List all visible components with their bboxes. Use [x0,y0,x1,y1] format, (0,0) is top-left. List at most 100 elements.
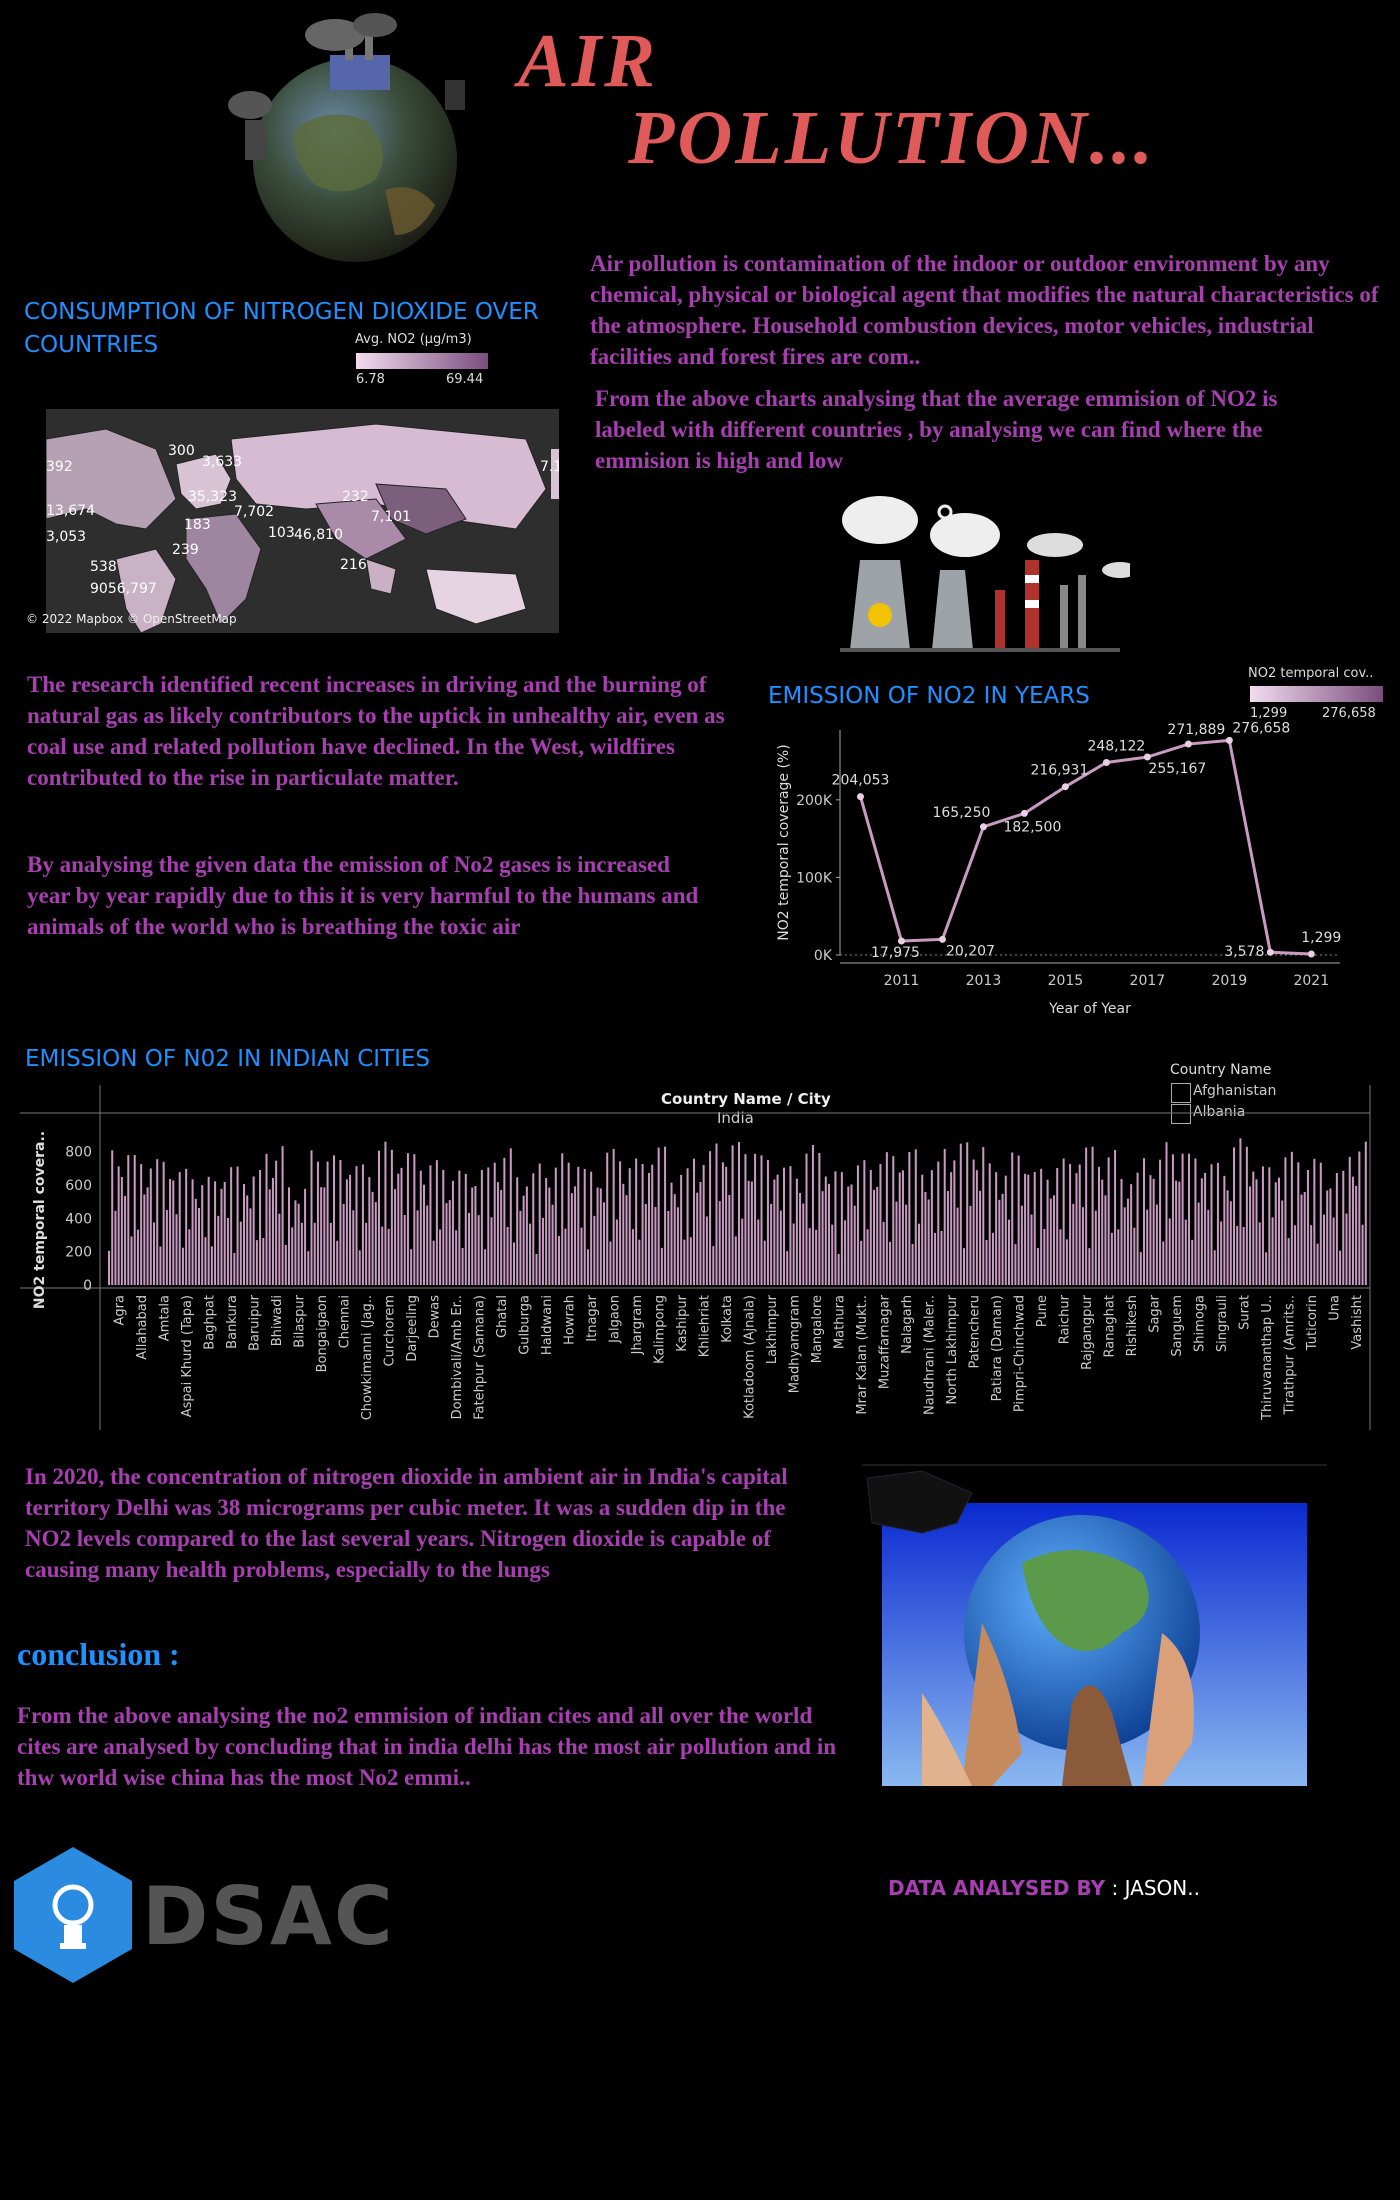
bar [300,1222,303,1285]
bar [439,1229,442,1285]
bar [1133,1227,1136,1285]
bar [1249,1186,1252,1285]
bar [612,1149,615,1285]
delhi-paragraph: In 2020, the concentration of nitrogen d… [25,1464,788,1582]
bar [490,1217,493,1285]
bar [403,1215,406,1285]
bar-legend-swatch[interactable] [1171,1083,1191,1103]
bar [111,1150,114,1285]
footer-credit-label: DATA ANALYSED BY [888,1876,1106,1900]
world-map[interactable]: 392 300 3,633 13,674 35,323 7,702 232 7,… [46,409,559,633]
data-label: 3,578 [1224,944,1264,960]
bar [1339,1250,1342,1285]
bar [805,1153,808,1285]
category-label: Allahabad [135,1295,150,1360]
bar [1091,1146,1094,1285]
bar [1284,1157,1287,1285]
bar [831,1224,834,1285]
bar [725,1166,728,1285]
bar [940,1231,943,1285]
x-tick-label: 2017 [1130,973,1166,989]
bar [879,1164,882,1285]
category-label: Mrar Kalan (Mukt.. [855,1295,870,1415]
line-point [1307,950,1315,958]
bar [339,1160,342,1285]
bar [898,1172,901,1285]
bar [1130,1184,1133,1285]
bar [715,1143,718,1285]
map-label: 183 [184,517,211,533]
bar [1075,1173,1078,1285]
bar [455,1230,458,1285]
bar [493,1162,496,1285]
category-label: Rajgangpur [1080,1294,1095,1370]
category-label: Ranaghat [1102,1295,1117,1357]
line-point [897,937,905,945]
conclusion-heading: conclusion : [17,1636,180,1672]
bar [1143,1158,1146,1285]
bar [169,1179,172,1285]
line-point [856,793,864,801]
bar [1319,1162,1322,1285]
bar [625,1195,628,1285]
category-label: Dewas [427,1295,442,1339]
category-label: Sagar [1147,1294,1162,1332]
category-label: Muzaffarnagar [877,1294,892,1389]
bar [541,1217,544,1285]
bar [1229,1201,1232,1285]
bar [631,1229,634,1285]
bar-legend-swatch[interactable] [1171,1104,1191,1124]
category-label: Bongaigaon [315,1295,330,1372]
y-tick-label: 400 [65,1211,92,1227]
map-label: 3,633 [202,454,243,470]
bar-legend-item[interactable]: Afghanistan [1193,1083,1277,1099]
x-tick-label: 2013 [966,973,1002,989]
bar-legend-item[interactable]: Albania [1193,1104,1246,1120]
bar [1001,1193,1004,1285]
bar [262,1238,265,1285]
bar [1306,1170,1309,1285]
data-label: 165,250 [932,805,990,821]
bar [1117,1229,1120,1285]
bar [654,1207,657,1285]
bar [709,1151,712,1285]
bar [471,1187,474,1285]
line-chart[interactable]: 0K 100K 200K 2011 2013 2015 2017 2019 2021 Year o… [760,710,1360,1030]
bar [1155,1204,1158,1285]
bar [895,1201,898,1285]
category-label: Lakhimpur [765,1294,780,1364]
bar [953,1160,956,1285]
bar [603,1202,606,1285]
bar [108,1250,111,1285]
bar [680,1174,683,1285]
research-paragraph: The research identified recent increases… [27,672,725,790]
analysis-conclusion-paragraph: By analysing the given data the emission… [27,852,699,939]
bar [304,1188,307,1285]
bar [355,1166,358,1285]
bar [860,1240,863,1285]
bar [657,1147,660,1285]
bar [619,1161,622,1285]
bar [255,1240,258,1285]
bar [824,1176,827,1285]
bar [728,1195,731,1285]
bar [239,1221,242,1285]
bar [908,1152,911,1285]
category-label: Vashisht [1350,1295,1365,1350]
bar-chart[interactable]: 0 200 400 600 800 NO2 temporal covera.. Agra Al… [20,1085,1380,1435]
bar [1297,1162,1300,1285]
data-label: 182,500 [1003,819,1061,835]
bar [458,1170,461,1285]
bar [165,1210,168,1285]
bar [538,1163,541,1285]
bar [596,1187,599,1285]
bar [1345,1213,1348,1285]
conclusion-text: From the above analysing the no2 emmisio… [17,1703,837,1790]
category-label: Nalagarh [900,1295,915,1354]
bar [959,1143,962,1285]
bar [233,1253,236,1285]
bar [856,1165,859,1285]
bar [1268,1167,1271,1285]
bar [795,1178,798,1285]
bar [291,1227,294,1285]
